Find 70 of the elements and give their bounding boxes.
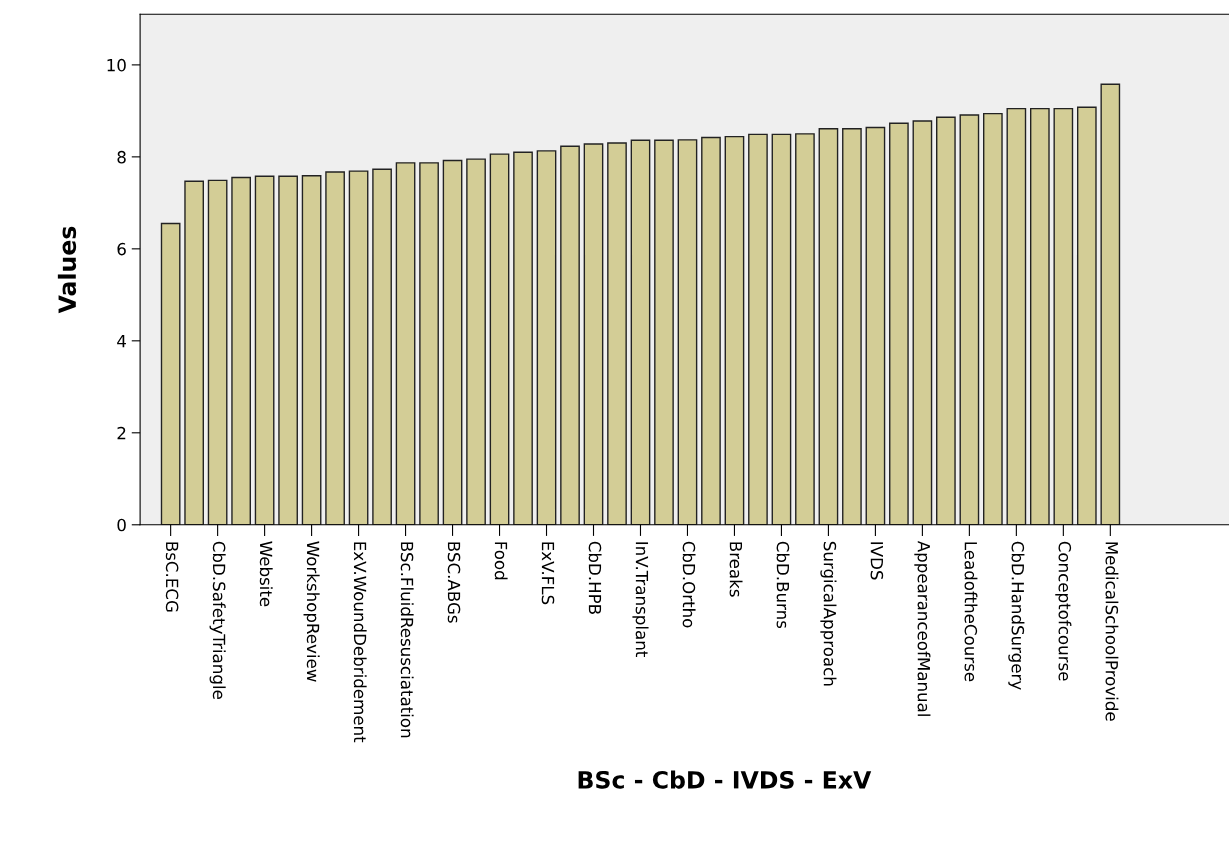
- y-tick-label: 6: [117, 242, 126, 256]
- bar: [865, 126, 886, 525]
- x-tick-label: CbD.Burns: [776, 541, 790, 629]
- bar: [1006, 107, 1027, 525]
- bar: [818, 128, 839, 525]
- bar: [372, 168, 392, 525]
- bar: [254, 175, 275, 525]
- x-tick-label: ExV.FLS: [541, 542, 555, 605]
- x-tick-label: AppearanceofManual: [914, 540, 931, 716]
- bar: [607, 142, 627, 525]
- x-axis-title: BSc - CbD - IVDS - ExV: [578, 770, 872, 789]
- bar: [207, 179, 228, 525]
- bar: [513, 151, 533, 525]
- bar: [936, 116, 956, 525]
- x-tick-label: MedicalSchoolProvide: [1105, 542, 1119, 721]
- y-tick-label: 8: [117, 150, 126, 164]
- x-tick-label: InV.Transplant: [632, 542, 649, 657]
- bar: [1100, 83, 1121, 525]
- bar: [160, 222, 181, 525]
- bar: [466, 158, 486, 525]
- bar: [912, 120, 933, 525]
- x-tick-label: Food: [494, 542, 508, 580]
- bar: [983, 112, 1003, 525]
- x-tick-label: CbD.Ortho: [682, 541, 696, 628]
- bar: [184, 180, 204, 525]
- bar: [724, 135, 745, 525]
- x-tick-label: CbD.SafetyTriangle: [209, 541, 226, 699]
- bar: [748, 133, 768, 525]
- bar: [489, 153, 510, 525]
- x-tick-label: WorkshopReview: [303, 541, 320, 682]
- bar: [560, 145, 580, 525]
- x-tick-label: BSc.FluidResusciatation: [400, 542, 414, 738]
- bar: [677, 139, 698, 525]
- x-tick-label: LeadoftheCourse: [964, 542, 978, 682]
- bar: [889, 122, 909, 525]
- bar: [419, 162, 439, 525]
- bar: [583, 143, 604, 525]
- x-tick-label: CbD.HPB: [588, 541, 602, 614]
- x-tick-label: Breaks: [729, 542, 743, 597]
- bar: [701, 136, 721, 525]
- bar: [771, 133, 792, 525]
- bar: [536, 150, 557, 525]
- x-tick-label: IVDS: [870, 542, 884, 580]
- bar: [1053, 107, 1074, 525]
- y-axis-title: Values: [57, 226, 77, 314]
- y-tick-label: 2: [117, 426, 126, 440]
- bar: [348, 170, 369, 525]
- bar: [842, 128, 862, 525]
- bar: [959, 114, 980, 525]
- bar: [442, 159, 463, 525]
- bar: [795, 133, 815, 525]
- x-tick-label: BsC.ECG: [165, 542, 179, 612]
- bar: [1029, 107, 1050, 525]
- y-tick-label: 0: [117, 518, 126, 532]
- y-tick-label: 10: [107, 58, 126, 72]
- bar: [301, 175, 322, 525]
- bar: [1076, 106, 1097, 525]
- bar: [325, 171, 345, 525]
- x-tick-label: BSC.ABGs: [447, 542, 461, 623]
- bar: [278, 175, 298, 525]
- x-tick-label: Website: [259, 541, 273, 607]
- x-tick-label: Conceptofcourse: [1055, 541, 1072, 681]
- bar: [231, 176, 251, 525]
- bar: [654, 139, 674, 525]
- x-tick-label: SurgicalApproach: [820, 541, 837, 686]
- bar: [395, 162, 416, 525]
- x-tick-label: ExV.WoundDebridement: [353, 542, 367, 743]
- bar: [630, 139, 651, 525]
- y-tick-label: 4: [117, 335, 126, 348]
- x-tick-label: CbD.HandSurgery: [1008, 541, 1025, 690]
